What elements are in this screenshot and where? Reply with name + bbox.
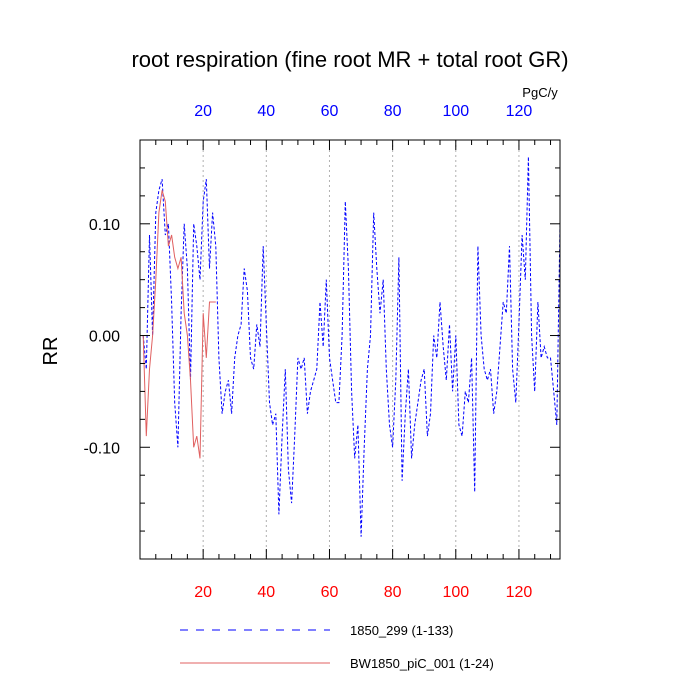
x-tick-label-top-60: 60 xyxy=(321,103,339,120)
chart-title: root respiration (fine root MR + total r… xyxy=(131,47,568,72)
plot-frame xyxy=(139,139,561,560)
label-layer: 20 20 40 40 60 60 80 80 100 100 120 120 0.10 0.00 -0.1… xyxy=(84,103,533,601)
y-tick-label-0.00: 0.00 xyxy=(89,329,120,346)
legend-label-1850-299: 1850_299 (1-133) xyxy=(350,623,453,638)
x-tick-label-bottom-40: 40 xyxy=(257,584,275,601)
series-line-1 xyxy=(142,190,216,459)
x-tick-label-top-120: 120 xyxy=(506,103,533,120)
series-line-0 xyxy=(142,156,561,537)
y-axis-label: RR xyxy=(40,337,62,366)
x-tick-label-bottom-20: 20 xyxy=(194,584,212,601)
x-tick-label-top-20: 20 xyxy=(194,103,212,120)
tick-layer xyxy=(140,140,560,559)
legend: 1850_299 (1-133) BW1850_piC_001 (1-24) xyxy=(180,623,494,671)
x-tick-label-top-40: 40 xyxy=(257,103,275,120)
y-tick-label-0.10: 0.10 xyxy=(89,217,120,234)
x-tick-label-bottom-60: 60 xyxy=(321,584,339,601)
x-tick-label-top-80: 80 xyxy=(384,103,402,120)
x-tick-label-bottom-80: 80 xyxy=(384,584,402,601)
series-layer xyxy=(142,156,561,537)
top-axis-units: PgC/y xyxy=(522,85,558,100)
x-tick-label-bottom-120: 120 xyxy=(506,584,533,601)
legend-label-bw1850: BW1850_piC_001 (1-24) xyxy=(350,656,494,671)
y-tick-label--0.10: -0.10 xyxy=(84,440,121,457)
x-tick-label-bottom-100: 100 xyxy=(442,584,469,601)
x-tick-label-top-100: 100 xyxy=(442,103,469,120)
